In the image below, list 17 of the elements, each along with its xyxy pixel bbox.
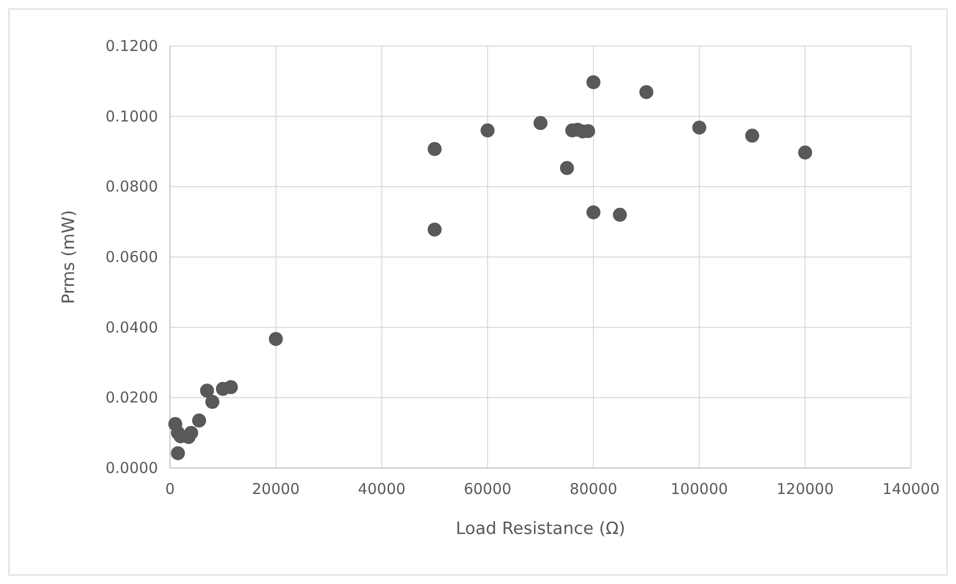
x-tick-label: 60000: [464, 480, 512, 498]
y-tick-label: 0.0200: [106, 388, 158, 407]
x-tick-label: 80000: [570, 480, 618, 498]
y-tick-label: 0.0600: [106, 248, 158, 266]
y-axis-title: Prms (mW): [59, 210, 79, 304]
x-tick-label: 100000: [670, 480, 728, 498]
x-tick-label: 20000: [252, 480, 300, 498]
x-axis-title: Load Resistance (Ω): [456, 519, 626, 539]
y-tick-label: 0.0000: [106, 459, 158, 477]
x-tick-label: 40000: [358, 480, 406, 498]
x-tick-label: 120000: [776, 480, 834, 498]
y-tick-label: 0.1000: [106, 107, 158, 126]
y-tick-label: 0.0400: [106, 318, 158, 336]
x-tick-label: 0: [165, 480, 175, 498]
y-tick-label: 0.1200: [106, 37, 158, 55]
x-tick-label: 140000: [882, 480, 940, 498]
y-tick-label: 0.0800: [106, 178, 158, 196]
